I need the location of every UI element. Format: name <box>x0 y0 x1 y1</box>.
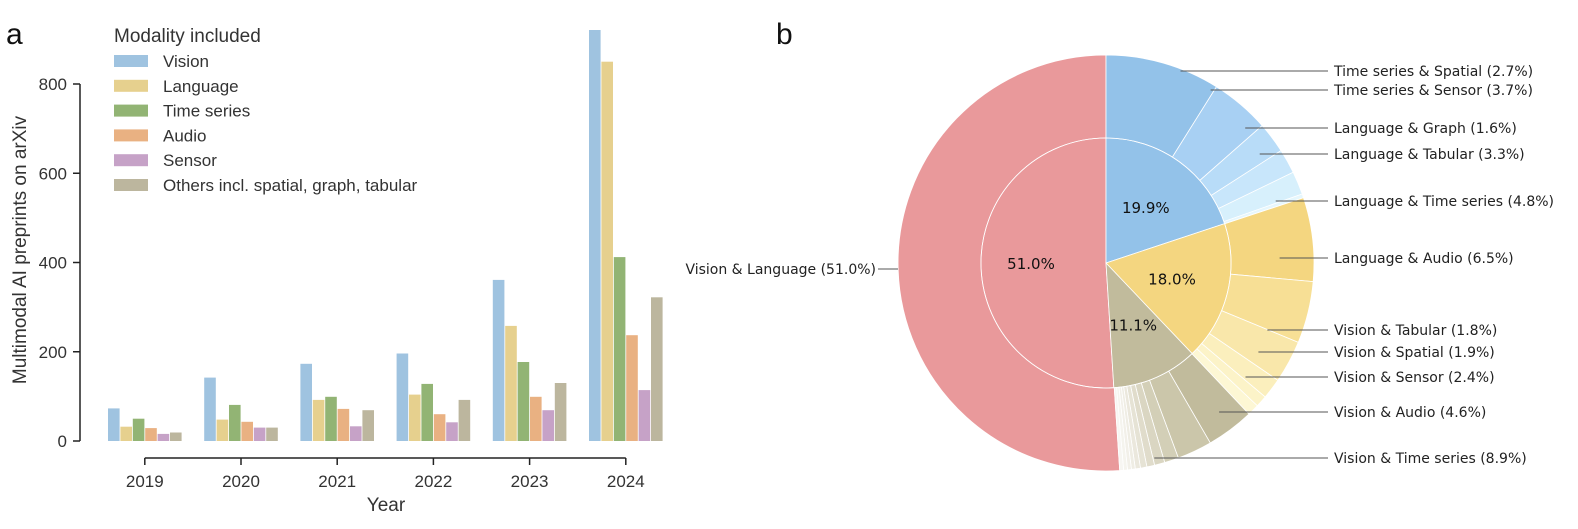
bar-2024-0 <box>589 30 601 441</box>
bar-2020-0 <box>204 377 216 441</box>
bars <box>108 30 663 441</box>
bar-2019-5 <box>170 432 182 441</box>
bar-2023-3 <box>530 396 542 441</box>
bar-2021-5 <box>362 410 374 441</box>
inner-ring: 51.0% 19.9% 18.0% 11.1% <box>980 137 1232 389</box>
y-tick-label: 600 <box>39 164 67 183</box>
bar-2023-5 <box>554 383 567 441</box>
legend-entry: Others incl. spatial, graph, tabular <box>163 176 418 195</box>
x-tick-label: 2022 <box>414 472 452 491</box>
slice-label: Time series & Sensor (3.7%) <box>1333 83 1533 99</box>
legend-entry: Language <box>163 77 239 96</box>
bar-2023-4 <box>542 410 554 441</box>
legend-entry: Time series <box>163 102 250 121</box>
slice-label: Language & Graph (1.6%) <box>1334 121 1517 137</box>
bar-2024-3 <box>626 335 638 441</box>
inner-percent-label: 11.1% <box>1109 316 1157 334</box>
y-tick-label: 0 <box>58 432 67 451</box>
bar-2019-0 <box>108 408 120 441</box>
bar-2019-2 <box>132 418 145 441</box>
legend-swatch <box>114 104 148 117</box>
bar-2022-3 <box>433 414 446 441</box>
x-tick-label: 2023 <box>511 472 549 491</box>
legend-entry: Audio <box>163 126 206 145</box>
bar-2024-5 <box>651 297 663 441</box>
legend-swatch <box>114 55 148 67</box>
x-tick-label: 2021 <box>318 472 356 491</box>
bar-chart: Multimodal AI preprints on arXiv Year Mo… <box>10 26 663 516</box>
bar-2024-4 <box>638 390 651 441</box>
panel-b-letter: b <box>776 18 793 51</box>
axes: 2019 2020 2021 2022 2023 2024 0 200 400 600 800 <box>39 75 645 491</box>
pie-chart: 51.0% 19.9% 18.0% 11.1% Vision & Language (… <box>685 54 1554 472</box>
x-tick-label: 2024 <box>607 472 645 491</box>
x-tick-label: 2020 <box>222 472 260 491</box>
panel-a-letter: a <box>6 18 23 51</box>
legend-swatch <box>114 79 148 92</box>
bar-2023-1 <box>505 325 517 441</box>
bar-2024-2 <box>613 257 626 441</box>
bar-2023-0 <box>492 279 505 441</box>
legend-entry: Sensor <box>163 151 217 170</box>
legend-swatch <box>114 179 148 191</box>
slice-label: Time series & Spatial (2.7%) <box>1333 64 1533 80</box>
slice-label: Vision & Spatial (1.9%) <box>1334 345 1495 361</box>
y-tick-label: 200 <box>39 343 67 362</box>
bar-2020-4 <box>253 427 266 441</box>
legend-entry: Vision <box>163 52 209 71</box>
bar-2019-3 <box>145 428 157 441</box>
x-tick-label: 2019 <box>126 472 164 491</box>
bar-2022-4 <box>446 422 458 441</box>
bar-2019-1 <box>120 426 132 441</box>
bar-2022-5 <box>458 399 471 441</box>
legend-swatch <box>114 154 148 167</box>
bar-2021-0 <box>300 363 312 441</box>
inner-percent-label: 18.0% <box>1148 271 1196 289</box>
slice-label: Vision & Language (51.0%) <box>685 262 876 278</box>
inner-ring-border <box>980 137 1232 389</box>
bar-2022-1 <box>409 394 421 441</box>
bar-2021-4 <box>350 426 362 441</box>
bar-2022-0 <box>396 353 409 441</box>
bar-2022-2 <box>421 383 433 441</box>
y-axis-label: Multimodal AI preprints on arXiv <box>10 115 31 384</box>
slice-label: Language & Tabular (3.3%) <box>1334 147 1525 163</box>
slice-label: Vision & Tabular (1.8%) <box>1334 323 1497 339</box>
bar-2021-1 <box>312 399 325 441</box>
bar-2020-5 <box>266 427 278 441</box>
bar-2023-2 <box>517 362 530 441</box>
bar-2021-3 <box>337 408 350 441</box>
x-axis-label: Year <box>367 495 406 516</box>
y-tick-label: 400 <box>39 254 67 273</box>
inner-percent-label: 19.9% <box>1122 199 1170 217</box>
slice-label: Vision & Sensor (2.4%) <box>1334 370 1495 386</box>
bar-2021-2 <box>325 396 337 441</box>
bar-2024-1 <box>601 61 613 441</box>
bar-2020-2 <box>229 404 241 441</box>
bar-2019-4 <box>157 433 170 441</box>
bar-2020-3 <box>241 421 253 441</box>
slice-label: Language & Audio (6.5%) <box>1334 251 1514 267</box>
legend-swatch <box>114 129 148 142</box>
legend: Vision Language Time series Audio Sensor Othe… <box>114 52 418 195</box>
pie-labels: Vision & Language (51.0%) Vision & Time s… <box>685 64 1554 467</box>
slice-label: Vision & Audio (4.6%) <box>1334 405 1486 421</box>
slice-label: Vision & Time series (8.9%) <box>1334 451 1527 467</box>
y-tick-label: 800 <box>39 75 67 94</box>
slice-label: Language & Time series (4.8%) <box>1334 194 1554 210</box>
legend-title: Modality included <box>114 26 261 47</box>
bar-2020-1 <box>216 419 229 441</box>
inner-percent-label: 51.0% <box>1007 255 1055 273</box>
